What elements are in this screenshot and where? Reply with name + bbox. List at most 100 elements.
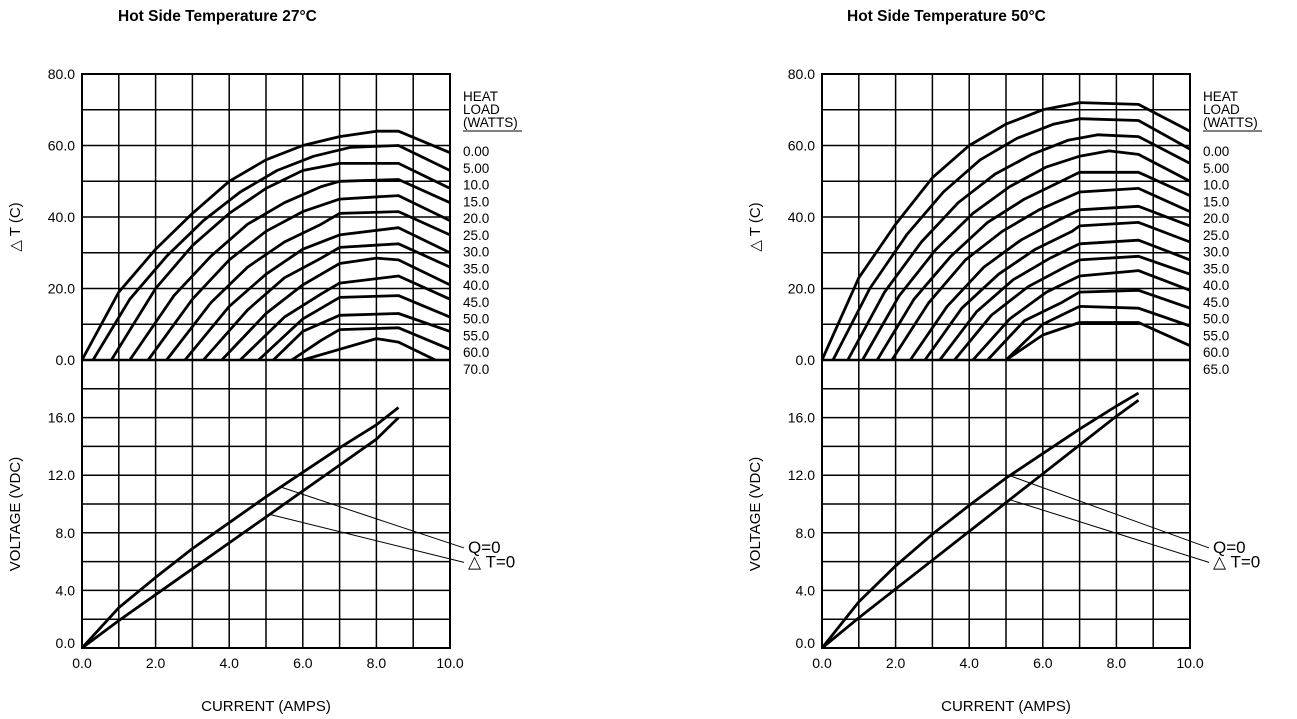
c1-legend-entry-9: 45.0 <box>1203 295 1229 310</box>
chart-title-50c: Hot Side Temperature 50°C <box>847 8 1046 25</box>
c0-xtick-label: 0.0 <box>72 655 92 671</box>
c1-legend-entry-4: 20.0 <box>1203 211 1229 226</box>
c0-v-axis-label: VOLTAGE (VDC) <box>7 457 24 571</box>
c1-legend-header-1: LOAD <box>1203 102 1240 117</box>
c1-legend-entry-0: 0.00 <box>1203 144 1229 159</box>
c0-legend-entry-0: 0.00 <box>463 144 489 159</box>
c1-dt-ytick-label: 40.0 <box>788 209 815 225</box>
c1-legend-entry-7: 35.0 <box>1203 261 1229 276</box>
c0-legend-entry-3: 15.0 <box>463 194 489 209</box>
c0-legend-entry-10: 50.0 <box>463 312 489 327</box>
c0-callout-line-1 <box>269 513 465 563</box>
c0-callout-label-1: △ T=0 <box>468 552 515 571</box>
c0-dt-ytick-label: 60.0 <box>48 138 75 154</box>
c1-legend-entry-6: 30.0 <box>1203 245 1229 260</box>
c0-legend-header-2: (WATTS) <box>463 115 518 130</box>
c1-dt-ytick-label: 0.0 <box>796 352 816 368</box>
c0-legend-entry-4: 20.0 <box>463 211 489 226</box>
c1-v-ytick-label: 12.0 <box>788 467 815 483</box>
c0-xtick-label: 2.0 <box>146 655 166 671</box>
c1-dt-ytick-label: 20.0 <box>788 281 815 297</box>
c1-callout-line-0 <box>1009 475 1210 549</box>
c1-legend-entry-8: 40.0 <box>1203 278 1229 293</box>
c0-dt-series-9 <box>239 274 451 362</box>
c0-v-ytick-label: 8.0 <box>56 525 76 541</box>
c1-v-ytick-label: 4.0 <box>796 582 816 598</box>
c1-legend-header-0: HEAT <box>1203 89 1238 104</box>
c1-legend-entry-11: 55.0 <box>1203 328 1229 343</box>
c0-dt-series-12 <box>291 326 451 362</box>
c1-dt-series-13 <box>1005 321 1191 362</box>
c0-dt-series-8 <box>220 256 451 361</box>
c0-dt-series-10 <box>257 294 451 362</box>
c0-legend-header-0: HEAT <box>463 89 498 104</box>
c1-legend-entry-5: 25.0 <box>1203 228 1229 243</box>
c0-v-ytick-label: 4.0 <box>56 582 76 598</box>
c0-dt-series-4 <box>147 194 451 361</box>
c0-v-series-0 <box>80 406 400 649</box>
c1-v-axis-label: VOLTAGE (VDC) <box>747 457 764 571</box>
c0-xtick-label: 4.0 <box>219 655 239 671</box>
c1-callout-line-1 <box>1009 499 1210 563</box>
c0-callout-label-0: Q=0 <box>468 538 501 557</box>
c0-legend-entry-11: 55.0 <box>463 328 489 343</box>
c0-v-series-1 <box>81 416 400 650</box>
c0-legend-header-1: LOAD <box>463 102 500 117</box>
c1-xtick-label: 10.0 <box>1176 655 1203 671</box>
c1-xtick-label: 8.0 <box>1107 655 1127 671</box>
c1-dt-series-9 <box>953 254 1191 361</box>
c0-xtick-label: 6.0 <box>293 655 313 671</box>
c0-xtick-label: 8.0 <box>367 655 387 671</box>
c0-dt-series-11 <box>272 312 451 362</box>
c0-dt-ytick-label: 80.0 <box>48 66 75 82</box>
c0-dt-ytick-label: 20.0 <box>48 281 75 297</box>
c1-v-series-0 <box>820 391 1140 649</box>
c1-dt-series-2 <box>846 133 1191 361</box>
c1-v-ytick-label: 8.0 <box>796 525 816 541</box>
c0-dt-series-0 <box>80 129 451 361</box>
c1-xtick-label: 2.0 <box>886 655 906 671</box>
c0-dt-ytick-label: 0.0 <box>56 352 76 368</box>
c1-dt-series-11 <box>986 288 1191 361</box>
c0-dt-series-7 <box>202 242 451 361</box>
chart-title-27c: Hot Side Temperature 27°C <box>118 8 317 25</box>
c0-legend-entry-6: 30.0 <box>463 245 489 260</box>
c0-dt-series-2 <box>110 161 451 361</box>
c0-callout-line-0 <box>280 486 465 549</box>
c0-legend-entry-13: 70.0 <box>463 362 489 377</box>
c1-dt-series-1 <box>831 117 1191 361</box>
c0-dt-axis-label: △ T (C) <box>7 202 24 251</box>
c0-dt-series-1 <box>91 144 451 361</box>
c1-v-ytick-label: 16.0 <box>788 410 815 426</box>
c1-xtick-label: 6.0 <box>1033 655 1053 671</box>
c0-legend-entry-12: 60.0 <box>463 345 489 360</box>
c0-legend-entry-8: 40.0 <box>463 278 489 293</box>
c0-dt-series-3 <box>128 178 451 361</box>
c0-legend-entry-2: 10.0 <box>463 178 489 193</box>
c1-legend-entry-13: 65.0 <box>1203 362 1229 377</box>
c0-dt-series-13 <box>302 337 436 362</box>
c1-dt-axis-label: △ T (C) <box>747 202 764 251</box>
c0-legend-entry-5: 25.0 <box>463 228 489 243</box>
c1-dt-series-10 <box>971 269 1191 361</box>
c0-legend-entry-9: 45.0 <box>463 295 489 310</box>
c1-dt-series-6 <box>909 204 1191 361</box>
c1-xtick-label: 4.0 <box>959 655 979 671</box>
c1-legend-header-2: (WATTS) <box>1203 115 1258 130</box>
c0-x-axis-label: CURRENT (AMPS) <box>201 698 331 715</box>
c1-callout-label-0: Q=0 <box>1213 538 1246 557</box>
c0-v-ytick-label: 16.0 <box>48 410 75 426</box>
c1-dt-ytick-label: 80.0 <box>788 66 815 82</box>
c1-legend-entry-2: 10.0 <box>1203 178 1229 193</box>
c1-dt-series-0 <box>820 101 1191 361</box>
c0-v-ytick-label: 12.0 <box>48 467 75 483</box>
c1-dt-series-3 <box>861 149 1191 361</box>
c1-dt-ytick-label: 60.0 <box>788 138 815 154</box>
c1-x-axis-label: CURRENT (AMPS) <box>941 698 1071 715</box>
c1-xtick-label: 0.0 <box>812 655 832 671</box>
c1-dt-series-12 <box>1005 304 1191 362</box>
c0-dt-series-5 <box>165 210 451 361</box>
c1-callout-label-1: △ T=0 <box>1213 552 1260 571</box>
c0-dt-series-6 <box>183 226 451 361</box>
